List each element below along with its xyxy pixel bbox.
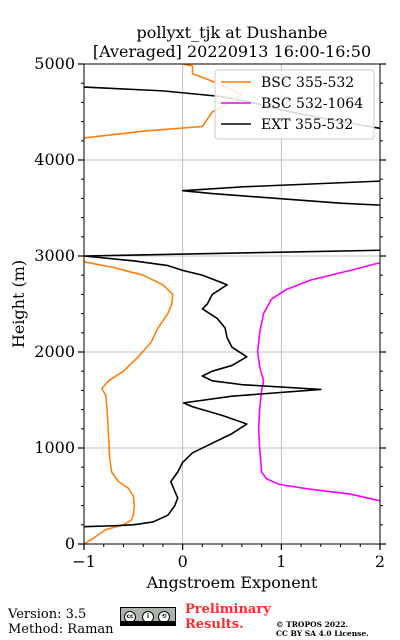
y-tick-label: 3000 bbox=[34, 246, 75, 265]
copyright-notice: © TROPOS 2022. CC BY SA 4.0 License. bbox=[276, 620, 369, 638]
x-tick-label: −1 bbox=[72, 552, 96, 571]
y-tick-label: 0 bbox=[65, 534, 75, 553]
y-tick-label: 2000 bbox=[34, 342, 75, 361]
series-line bbox=[256, 261, 380, 502]
preliminary-line-2: Results. bbox=[185, 617, 244, 632]
copyright-line-2: CC BY SA 4.0 License. bbox=[276, 629, 369, 638]
preliminary-results-notice: Preliminary Results. bbox=[185, 602, 271, 632]
method-label: Method: Raman bbox=[8, 622, 114, 637]
x-tick-label: 1 bbox=[276, 552, 286, 571]
angstroem-profile-chart: pollyxt_tjk at Dushanbe [Averaged] 20220… bbox=[9, 23, 386, 592]
y-tick-label: 4000 bbox=[34, 150, 75, 169]
legend-box bbox=[214, 69, 375, 140]
series-line bbox=[181, 180, 380, 206]
series-line bbox=[84, 249, 380, 528]
version-label: Version: 3.5 bbox=[8, 607, 87, 622]
cc-license-badge-icon: cc i ⟲ bbox=[120, 607, 176, 626]
x-tick-label: 0 bbox=[178, 552, 188, 571]
preliminary-line-1: Preliminary bbox=[185, 602, 271, 617]
y-tick-label: 1000 bbox=[34, 438, 75, 457]
x-axis-label: Angstroem Exponent bbox=[146, 573, 318, 592]
series-line bbox=[84, 260, 174, 544]
chart-title: pollyxt_tjk at Dushanbe bbox=[136, 23, 327, 42]
legend-label: BSC 532-1064 bbox=[261, 96, 363, 112]
by-icon: i bbox=[142, 611, 154, 623]
series-group bbox=[84, 64, 380, 544]
legend-label: EXT 355-532 bbox=[261, 117, 353, 133]
cc-icon: cc bbox=[124, 611, 136, 623]
y-axis-label: Height (m) bbox=[9, 260, 28, 348]
legend-label: BSC 355-532 bbox=[261, 75, 354, 91]
copyright-line-1: © TROPOS 2022. bbox=[276, 620, 349, 629]
plot-frame bbox=[83, 63, 381, 545]
y-tick-label: 5000 bbox=[34, 54, 75, 73]
x-tick-label: 2 bbox=[375, 552, 385, 571]
chart-subtitle: [Averaged] 20220913 16:00-16:50 bbox=[93, 42, 371, 61]
